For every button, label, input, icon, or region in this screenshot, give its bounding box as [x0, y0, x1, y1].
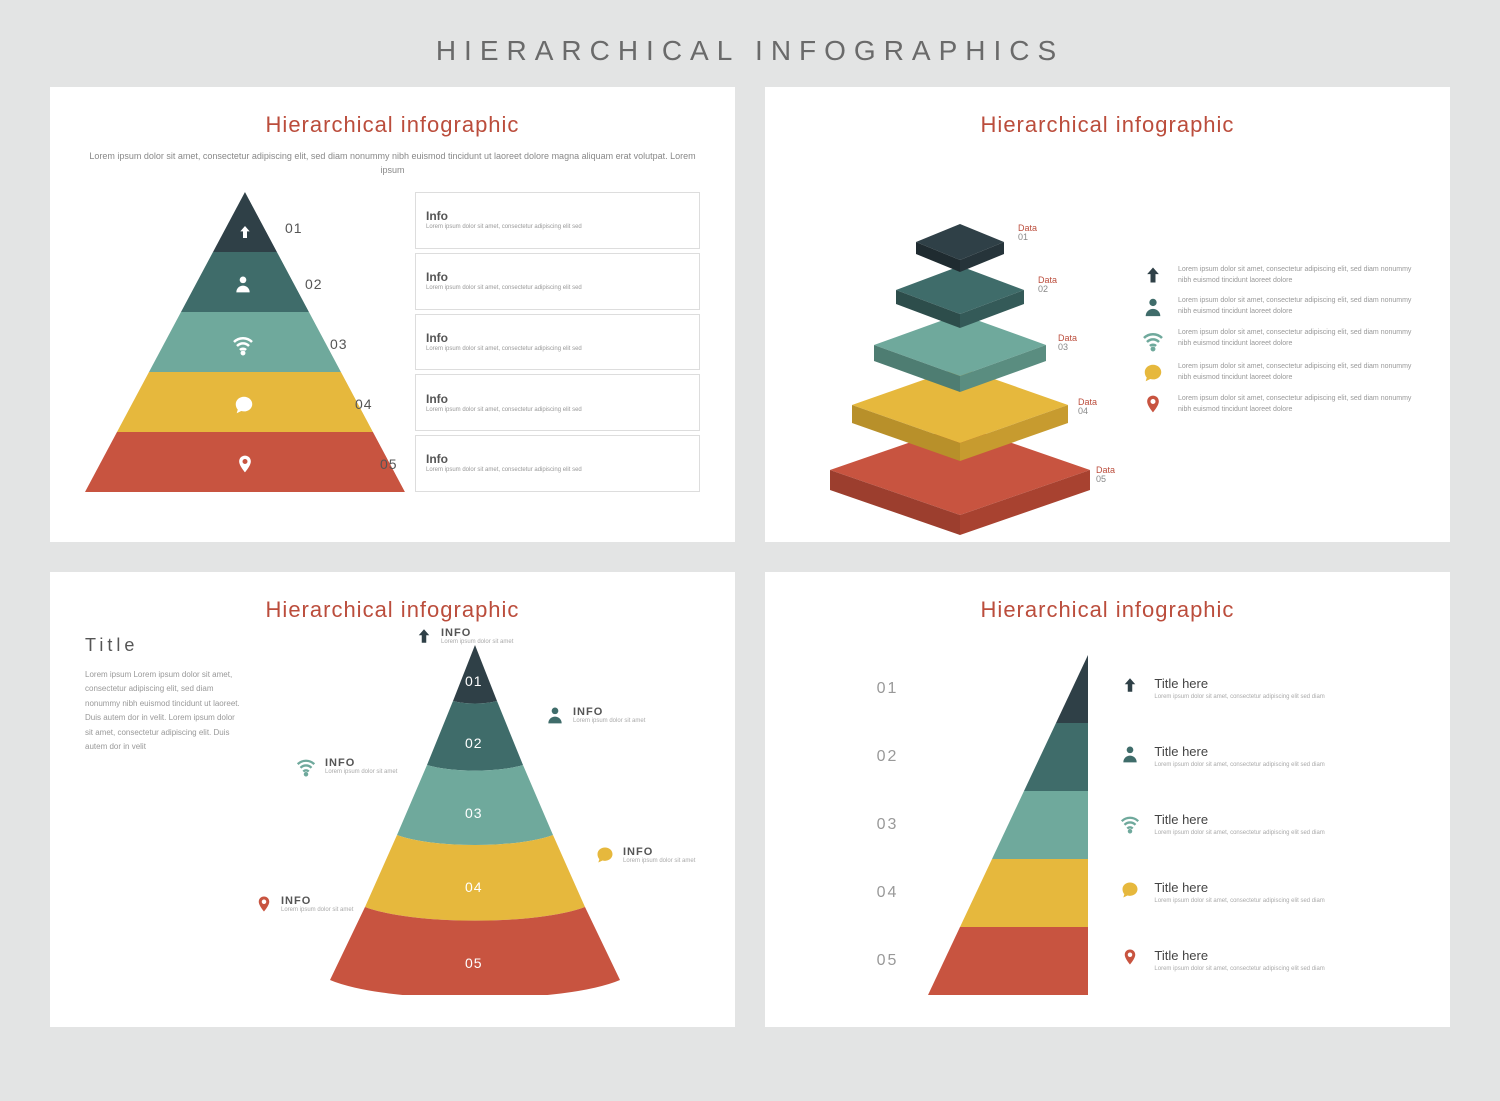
card4-numbers: 01 02 03 04 05: [877, 655, 899, 995]
c3-num-1: 01: [465, 673, 483, 689]
wifi-icon: [1140, 328, 1166, 352]
pin-icon: [1118, 948, 1142, 966]
c4-info-2: Title hereLorem ipsum dolor sit amet, co…: [1118, 744, 1338, 770]
card-3: Hierarchical infographic Title Lorem ips…: [50, 572, 735, 1027]
pin-icon: [235, 454, 255, 479]
c3-num-4: 04: [465, 879, 483, 895]
c1-num-5: 05: [380, 456, 398, 472]
c1-num-1: 01: [285, 220, 303, 236]
card-2: Hierarchical infographic: [765, 87, 1450, 542]
card4-half-pyramid: [928, 655, 1088, 995]
c3-num-5: 05: [465, 955, 483, 971]
wifi-icon: [1118, 812, 1142, 834]
c3-lbl-4: INFOLorem ipsum dolor sit amet: [595, 845, 695, 865]
c4-info-3: Title hereLorem ipsum dolor sit amet, co…: [1118, 812, 1338, 838]
page-main-title: HIERARCHICAL INFOGRAPHICS: [0, 0, 1500, 87]
card-1: Hierarchical infographic Lorem ipsum dol…: [50, 87, 735, 542]
card4-info-list: Title hereLorem ipsum dolor sit amet, co…: [1118, 655, 1338, 995]
c2-lbl-1: Data01: [1018, 224, 1037, 242]
c2-lbl-4: Data04: [1078, 398, 1097, 416]
c2-info-3: Lorem ipsum dolor sit amet, consectetur …: [1140, 328, 1415, 352]
c1-num-4: 04: [355, 396, 373, 412]
pin-icon: [1140, 394, 1166, 414]
c1-info-2: InfoLorem ipsum dolor sit amet, consecte…: [415, 253, 700, 310]
card3-cone: 01 02 03 04 05 INFOLorem ipsum dolor sit…: [265, 635, 700, 1015]
arrow-up-icon: [415, 627, 433, 645]
cards-grid: Hierarchical infographic Lorem ipsum dol…: [0, 87, 1500, 1027]
card-4: Hierarchical infographic 01 02 03 04 05: [765, 572, 1450, 1027]
c4-info-5: Title hereLorem ipsum dolor sit amet, co…: [1118, 948, 1338, 974]
c3-lbl-3: INFOLorem ipsum dolor sit amet: [295, 755, 397, 777]
person-icon: [233, 274, 253, 299]
chat-icon: [1140, 362, 1166, 384]
card2-stack: Data01 Data02 Data03 Data04 Data05: [800, 160, 1120, 520]
c2-lbl-3: Data03: [1058, 334, 1077, 352]
card1-pyramid: 01 02 03 04 05: [85, 192, 405, 492]
c1-num-2: 02: [305, 276, 323, 292]
card2-title: Hierarchical infographic: [800, 112, 1415, 138]
c2-info-4: Lorem ipsum dolor sit amet, consectetur …: [1140, 362, 1415, 384]
c4-info-4: Title hereLorem ipsum dolor sit amet, co…: [1118, 880, 1338, 906]
c4-info-1: Title hereLorem ipsum dolor sit amet, co…: [1118, 676, 1338, 702]
c3-num-3: 03: [465, 805, 483, 821]
card1-title: Hierarchical infographic: [85, 112, 700, 138]
c2-lbl-5: Data05: [1096, 466, 1115, 484]
card1-subtitle: Lorem ipsum dolor sit amet, consectetur …: [85, 150, 700, 177]
person-icon: [1118, 744, 1142, 764]
arrow-up-icon: [1118, 676, 1142, 694]
c3-lbl-5: INFOLorem ipsum dolor sit amet: [255, 895, 353, 913]
chat-icon: [233, 394, 255, 421]
chat-icon: [595, 845, 615, 865]
c3-num-2: 02: [465, 735, 483, 751]
arrow-up-icon: [1140, 265, 1166, 285]
card3-title: Hierarchical infographic: [85, 597, 700, 623]
c2-info-2: Lorem ipsum dolor sit amet, consectetur …: [1140, 296, 1415, 318]
chat-icon: [1118, 880, 1142, 900]
c1-info-1: InfoLorem ipsum dolor sit amet, consecte…: [415, 192, 700, 249]
card2-info-list: Lorem ipsum dolor sit amet, consectetur …: [1140, 265, 1415, 415]
c3-lbl-1: INFOLorem ipsum dolor sit amet: [415, 627, 513, 645]
c1-num-3: 03: [330, 336, 348, 352]
c1-info-5: InfoLorem ipsum dolor sit amet, consecte…: [415, 435, 700, 492]
c2-info-1: Lorem ipsum dolor sit amet, consectetur …: [1140, 265, 1415, 286]
c2-info-5: Lorem ipsum dolor sit amet, consectetur …: [1140, 394, 1415, 415]
pin-icon: [255, 895, 273, 913]
person-icon: [1140, 296, 1166, 318]
c1-info-4: InfoLorem ipsum dolor sit amet, consecte…: [415, 374, 700, 431]
card3-side-text: Title Lorem ipsum Lorem ipsum dolor sit …: [85, 635, 245, 1015]
c2-lbl-2: Data02: [1038, 276, 1057, 294]
arrow-up-icon: [237, 224, 253, 245]
card4-title: Hierarchical infographic: [800, 597, 1415, 623]
wifi-icon: [295, 755, 317, 777]
card1-info-list: InfoLorem ipsum dolor sit amet, consecte…: [415, 192, 700, 492]
wifi-icon: [231, 332, 255, 361]
person-icon: [545, 705, 565, 725]
c1-info-3: InfoLorem ipsum dolor sit amet, consecte…: [415, 314, 700, 371]
c3-lbl-2: INFOLorem ipsum dolor sit amet: [545, 705, 645, 725]
